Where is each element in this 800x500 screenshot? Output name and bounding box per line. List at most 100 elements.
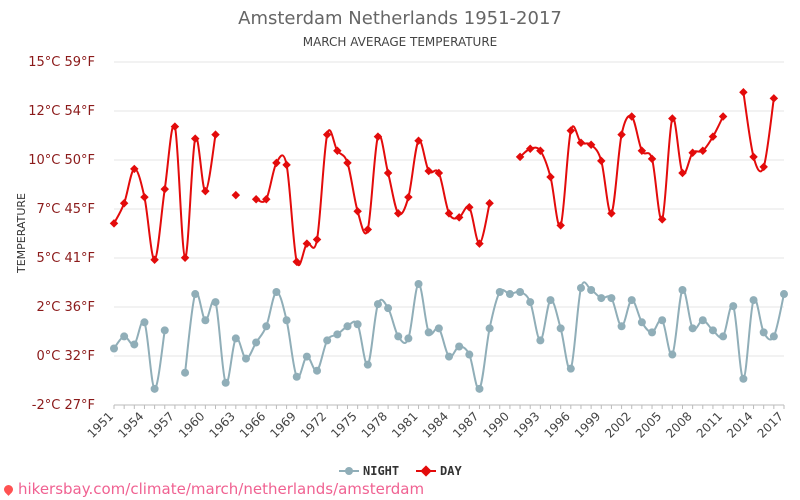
data-point-night[interactable] <box>424 328 433 337</box>
data-point-night[interactable] <box>231 334 240 343</box>
data-point-day[interactable] <box>708 132 718 141</box>
data-point-day[interactable] <box>434 168 444 178</box>
data-point-day[interactable] <box>170 122 180 131</box>
data-point-night[interactable] <box>160 326 169 335</box>
data-point-day[interactable] <box>404 192 413 202</box>
data-point-day[interactable] <box>465 203 474 212</box>
data-point-night[interactable] <box>759 328 768 337</box>
data-point-day[interactable] <box>211 130 220 139</box>
data-point-day[interactable] <box>150 255 159 264</box>
data-point-night[interactable] <box>587 285 596 294</box>
data-point-day[interactable] <box>617 130 626 139</box>
data-point-night[interactable] <box>637 318 646 327</box>
data-point-night[interactable] <box>201 316 210 325</box>
data-point-night[interactable] <box>221 378 230 387</box>
data-point-night[interactable] <box>140 318 149 327</box>
data-point-night[interactable] <box>708 326 717 335</box>
data-point-night[interactable] <box>688 324 697 333</box>
data-point-day[interactable] <box>282 160 291 170</box>
data-point-night[interactable] <box>343 322 352 331</box>
data-point-day[interactable] <box>251 194 261 204</box>
data-point-night[interactable] <box>505 290 514 299</box>
data-point-night[interactable] <box>404 334 413 343</box>
data-point-day[interactable] <box>739 88 748 97</box>
data-point-day[interactable] <box>647 154 657 164</box>
data-point-night[interactable] <box>546 296 555 305</box>
data-point-night[interactable] <box>607 294 616 303</box>
data-point-day[interactable] <box>718 112 728 121</box>
data-point-day[interactable] <box>312 235 322 244</box>
data-point-day[interactable] <box>525 144 535 154</box>
data-point-day[interactable] <box>272 158 281 168</box>
data-point-night[interactable] <box>698 316 707 325</box>
data-point-night[interactable] <box>120 332 129 341</box>
data-point-night[interactable] <box>455 342 464 351</box>
data-point-night[interactable] <box>749 296 758 305</box>
data-point-night[interactable] <box>485 324 494 333</box>
data-point-night[interactable] <box>556 324 565 333</box>
data-point-night[interactable] <box>110 344 118 353</box>
data-point-night[interactable] <box>394 332 403 341</box>
data-point-day[interactable] <box>343 158 352 168</box>
data-point-night[interactable] <box>191 290 200 299</box>
data-point-day[interactable] <box>414 136 423 145</box>
data-point-day[interactable] <box>383 168 393 178</box>
source-footer[interactable]: hikersbay.com/climate/march/netherlands/… <box>2 480 424 498</box>
data-point-night[interactable] <box>648 328 657 337</box>
data-point-night[interactable] <box>495 288 504 297</box>
data-point-night[interactable] <box>719 332 728 341</box>
data-point-day[interactable] <box>444 209 454 218</box>
data-point-night[interactable] <box>333 330 342 339</box>
data-point-day[interactable] <box>302 239 312 248</box>
data-point-day[interactable] <box>190 134 200 143</box>
data-point-night[interactable] <box>373 300 382 309</box>
data-point-night[interactable] <box>282 316 291 325</box>
data-point-day[interactable] <box>688 148 697 158</box>
data-point-night[interactable] <box>272 288 281 297</box>
data-point-day[interactable] <box>373 132 383 141</box>
legend-item-day[interactable]: DAY <box>416 464 462 478</box>
data-point-night[interactable] <box>302 352 311 361</box>
data-point-day[interactable] <box>201 186 210 196</box>
data-point-night[interactable] <box>363 360 372 369</box>
data-point-night[interactable] <box>181 368 190 377</box>
data-point-day[interactable] <box>322 130 332 139</box>
data-point-night[interactable] <box>526 298 535 307</box>
data-point-night[interactable] <box>536 336 545 345</box>
data-point-day[interactable] <box>160 184 170 194</box>
data-point-day[interactable] <box>424 166 433 176</box>
data-point-night[interactable] <box>262 322 271 331</box>
data-point-day[interactable] <box>130 164 139 174</box>
data-point-day[interactable] <box>262 194 271 204</box>
data-point-night[interactable] <box>313 366 322 375</box>
data-point-night[interactable] <box>597 294 606 303</box>
data-point-day[interactable] <box>292 257 301 266</box>
data-point-day[interactable] <box>119 198 129 208</box>
data-point-day[interactable] <box>576 138 586 147</box>
data-point-day[interactable] <box>475 239 484 248</box>
data-point-day[interactable] <box>546 172 555 182</box>
data-point-night[interactable] <box>252 338 261 347</box>
data-point-night[interactable] <box>516 288 525 297</box>
data-point-night[interactable] <box>414 279 423 288</box>
data-point-day[interactable] <box>454 213 464 222</box>
data-point-day[interactable] <box>759 162 768 172</box>
data-point-night[interactable] <box>150 384 159 393</box>
data-point-day[interactable] <box>140 192 149 202</box>
data-point-night[interactable] <box>769 332 778 341</box>
data-point-night[interactable] <box>292 372 301 381</box>
data-point-night[interactable] <box>434 324 443 333</box>
data-point-day[interactable] <box>393 209 403 218</box>
data-point-day[interactable] <box>627 112 636 121</box>
data-point-night[interactable] <box>130 340 139 349</box>
data-point-night[interactable] <box>729 302 738 311</box>
data-point-night[interactable] <box>566 364 575 373</box>
data-point-night[interactable] <box>323 336 332 345</box>
data-point-night[interactable] <box>445 352 453 361</box>
data-point-day[interactable] <box>231 190 241 200</box>
data-point-day[interactable] <box>333 146 342 156</box>
legend-item-night[interactable]: NIGHT <box>339 464 399 478</box>
data-point-day[interactable] <box>769 94 779 103</box>
data-point-day[interactable] <box>597 156 606 166</box>
data-point-night[interactable] <box>658 316 667 325</box>
